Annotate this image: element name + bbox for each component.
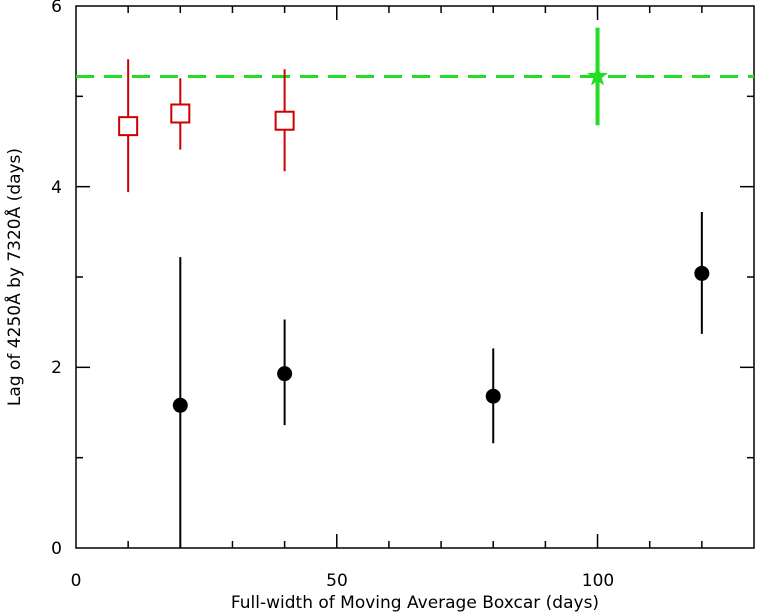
data-point: [274, 110, 295, 131]
data-point: [277, 366, 293, 382]
x-axis-title: Full-width of Moving Average Boxcar (day…: [231, 593, 599, 613]
y-tick-label-6: 6: [51, 0, 62, 17]
x-tick-label-50: 50: [326, 571, 348, 591]
error-bars: [127, 27, 703, 548]
x-tick-label-0: 0: [71, 571, 82, 591]
plot-frame: [75, 5, 755, 549]
data-point: [170, 103, 191, 124]
data-markers: [118, 65, 710, 413]
major-ticks: [76, 6, 754, 548]
minor-ticks: [76, 6, 754, 548]
data-point: [118, 116, 139, 137]
data-point: [694, 265, 710, 281]
y-tick-label-2: 2: [51, 358, 62, 378]
data-point: [587, 65, 608, 86]
y-tick-label-4: 4: [51, 178, 62, 198]
y-axis-title: Lag of 4250Å by 7320Å (days): [3, 148, 25, 406]
x-tick-label-100: 100: [582, 571, 614, 591]
data-point: [172, 397, 188, 413]
y-tick-label-0: 0: [51, 539, 62, 559]
data-point: [485, 388, 501, 404]
